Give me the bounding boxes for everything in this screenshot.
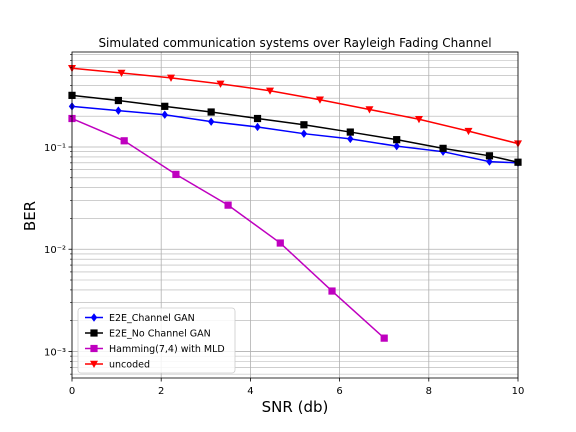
data-point (115, 106, 122, 115)
legend-label: E2E_Channel GAN (109, 313, 195, 324)
legend-marker (90, 360, 98, 368)
y-tick-label: 10⁻² (44, 245, 66, 256)
data-point (216, 80, 225, 88)
data-point (167, 74, 176, 82)
legend-item: Hamming(7,4) with MLD (85, 344, 225, 355)
legend-marker (90, 313, 98, 322)
data-point (486, 157, 493, 166)
legend-item: E2E_No Channel GAN (85, 329, 211, 340)
data-point (276, 239, 284, 247)
data-point (161, 110, 168, 119)
legend-label: uncoded (109, 360, 150, 371)
x-axis-label: SNR (db) (262, 398, 329, 416)
data-point (393, 136, 401, 144)
x-tick-label: 4 (247, 386, 253, 397)
data-point (117, 69, 126, 77)
x-tick-label: 0 (69, 386, 75, 397)
data-point (439, 144, 447, 152)
legend-label: Hamming(7,4) with MLD (109, 344, 225, 355)
data-point (120, 137, 128, 145)
data-point (414, 116, 423, 124)
data-point (393, 141, 400, 151)
data-point (207, 117, 215, 126)
data-point (161, 102, 169, 110)
data-point (172, 170, 180, 178)
grid (71, 52, 519, 378)
data-point (380, 334, 388, 342)
series-line (71, 67, 519, 145)
data-point (328, 287, 336, 295)
data-point (207, 108, 215, 116)
data-point (464, 127, 473, 136)
data-point (266, 87, 275, 95)
legend-marker (90, 329, 98, 337)
x-tick-label: 8 (426, 386, 432, 397)
legend-marker (90, 344, 98, 353)
y-tick-label: 10⁻³ (44, 347, 66, 358)
data-point (300, 121, 308, 129)
data-point (346, 128, 354, 136)
data-point (300, 129, 308, 138)
data-point (253, 114, 262, 123)
series-layer (68, 65, 522, 342)
x-tick-label: 2 (158, 386, 164, 397)
data-point (254, 122, 261, 132)
x-tick-label: 6 (336, 386, 342, 397)
series-3 (68, 65, 522, 148)
legend-box (77, 307, 236, 374)
chart-title: Simulated communication systems over Ray… (98, 36, 491, 50)
plot-frame (71, 51, 519, 379)
data-point (347, 134, 354, 144)
data-point (485, 152, 494, 160)
legend-item: uncoded (85, 360, 150, 371)
legend-item: E2E_Channel GAN (85, 313, 195, 324)
x-tick-label: 10 (512, 386, 525, 397)
data-point (365, 106, 374, 114)
data-point (114, 96, 122, 105)
y-axis-label: BER (21, 201, 39, 231)
legend: E2E_Channel GAN E2E_No Channel GAN Hamming… (77, 307, 236, 374)
data-point (315, 96, 324, 104)
data-point (224, 201, 232, 209)
y-tick-label: 10⁻¹ (44, 143, 66, 154)
ticks: 0 2 4 6 8 10 10⁻³ 10⁻² 10⁻¹ (44, 54, 525, 397)
legend-label: E2E_No Channel GAN (109, 329, 211, 340)
